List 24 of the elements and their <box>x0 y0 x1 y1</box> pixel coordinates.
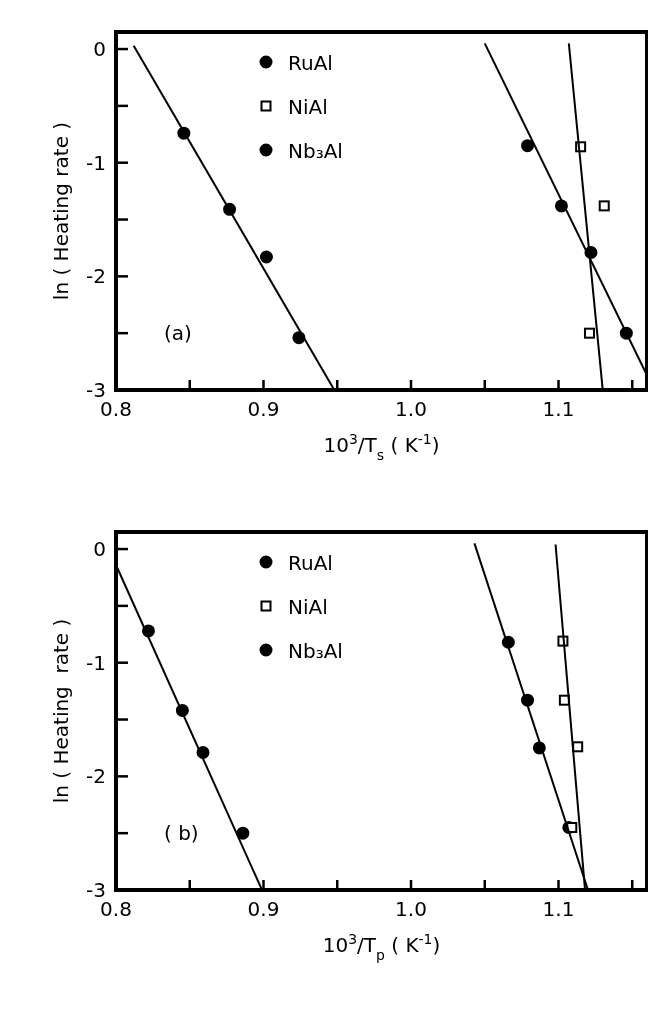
y-tick-label: -2 <box>86 264 106 289</box>
y-tick-label: -1 <box>86 650 106 675</box>
x-tick-label: 1.0 <box>395 397 427 421</box>
x-tick-label: 1.1 <box>542 397 575 421</box>
legend-label: Nb₃Al <box>288 139 343 163</box>
legend-label: NiAl <box>288 595 328 619</box>
legend-label: NiAl <box>288 95 328 119</box>
legend-label: RuAl <box>288 551 333 575</box>
annotation: ( b) <box>164 821 199 845</box>
x-axis-title: 10$^{3}$/T$_{s}$ ( K$^{-1}$) <box>323 431 440 463</box>
y-tick-label: -2 <box>86 764 106 789</box>
y-axis-title: ln ( Heating rate ) <box>49 121 73 301</box>
annotation: (a) <box>164 321 192 345</box>
y-tick-label: 0 <box>93 37 106 62</box>
x-tick-label: 0.9 <box>247 397 280 421</box>
x-tick-label: 1.1 <box>542 897 575 921</box>
x-axis-title: 10$^{3}$/T$_{p}$ ( K$^{-1}$) <box>322 931 441 963</box>
x-tick-label: 0.9 <box>247 897 280 921</box>
legend-label: RuAl <box>288 51 333 75</box>
x-tick-label: 1.0 <box>395 897 427 921</box>
y-axis-title: ln ( Heating rate ) <box>49 618 73 804</box>
y-tick-label: -1 <box>86 150 106 175</box>
y-tick-label: 0 <box>93 537 106 562</box>
legend-label: Nb₃Al <box>288 639 343 663</box>
